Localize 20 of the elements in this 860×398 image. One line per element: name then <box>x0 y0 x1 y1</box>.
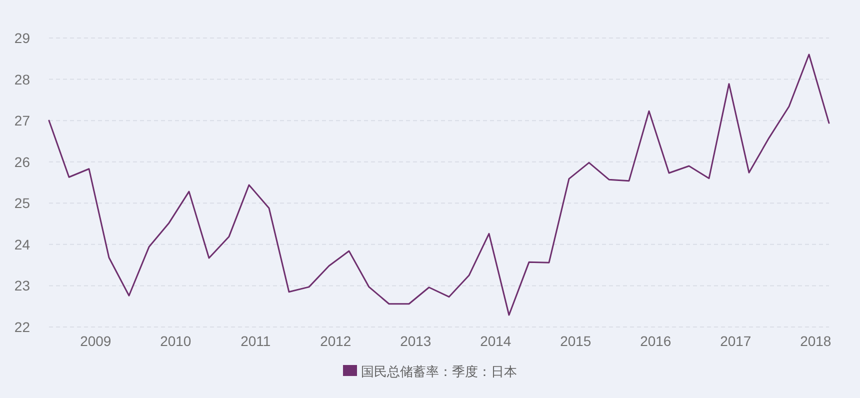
y-tick-label: 25 <box>14 195 30 212</box>
x-tick-label: 2014 <box>480 333 512 349</box>
y-tick-label: 27 <box>14 112 30 129</box>
y-tick-label: 22 <box>14 319 30 335</box>
x-tick-label: 2015 <box>560 333 592 349</box>
x-tick-label: 2018 <box>800 333 832 349</box>
x-tick-label: 2010 <box>160 333 192 349</box>
line-series <box>48 54 830 316</box>
x-tick-label: 2012 <box>320 333 352 349</box>
y-tick-label: 26 <box>14 154 30 170</box>
y-tick-label: 28 <box>14 71 30 88</box>
x-tick-label: 2009 <box>80 333 112 349</box>
x-tick-label: 2017 <box>720 333 752 349</box>
y-tick-label: 23 <box>14 278 30 294</box>
x-tick-label: 2016 <box>640 333 672 349</box>
y-tick-label: 24 <box>14 236 30 252</box>
x-tick-label: 2013 <box>400 333 432 349</box>
x-tick-label: 2011 <box>240 333 271 349</box>
y-tick-label: 29 <box>14 30 30 46</box>
legend: 国民总储蓄率：季度：日本 <box>343 364 517 379</box>
